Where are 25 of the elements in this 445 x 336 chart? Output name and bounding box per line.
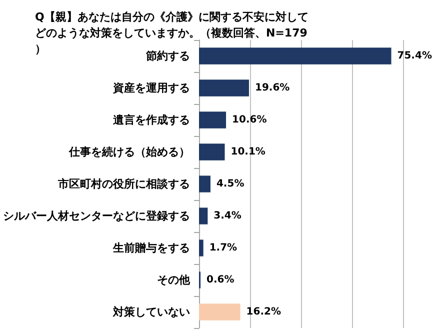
data-label: 3.4%: [214, 210, 242, 222]
bar: [199, 176, 210, 192]
bar: [199, 112, 226, 128]
data-label: 16.2%: [246, 306, 282, 318]
y-tick-label: 資産を運用する: [112, 82, 190, 94]
bar: [199, 240, 204, 256]
bar: [199, 48, 392, 64]
data-label: 0.6%: [206, 274, 234, 286]
bar: [199, 80, 249, 96]
data-label: 4.5%: [216, 178, 244, 190]
y-tick-label: 生前贈与をする: [112, 242, 190, 254]
y-tick-label: シルバー人材センターなどに登録する: [3, 210, 190, 222]
y-tick-label: 対策していない: [112, 306, 190, 318]
bar: [199, 208, 208, 224]
bar: [199, 304, 240, 320]
data-label: 75.4%: [397, 50, 432, 62]
data-label: 10.6%: [232, 114, 267, 126]
y-tick-label: その他: [157, 274, 191, 286]
y-tick-label: 遺言を作成する: [112, 114, 190, 126]
data-label: 19.6%: [254, 82, 290, 94]
y-tick-label: 市区町村の役所に相談する: [57, 178, 190, 190]
data-label: 10.1%: [230, 146, 266, 158]
data-label: 1.7%: [209, 242, 238, 254]
y-tick-label: 仕事を続ける（始める）: [68, 146, 190, 158]
bar: [199, 144, 225, 160]
